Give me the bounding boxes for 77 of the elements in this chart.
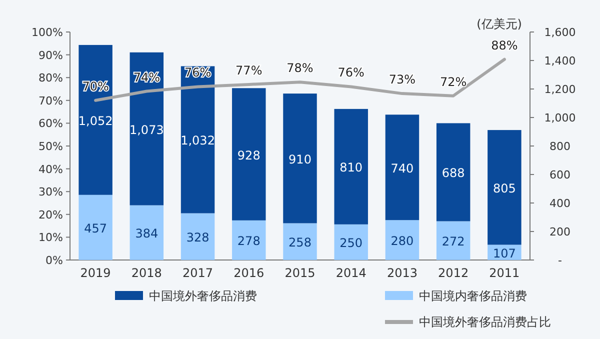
bar (283, 94, 317, 224)
data-label: 76% (338, 66, 364, 80)
y2-tick-label: 1,000 (544, 112, 576, 124)
x-tick-label: 2014 (336, 266, 366, 280)
bar (180, 213, 215, 260)
data-label: 250 (340, 236, 363, 250)
y2-tick-label: 600 (550, 168, 570, 182)
x-tick-label: 2012 (438, 266, 469, 280)
x-tick-label: 2011 (489, 266, 520, 280)
x-tick-label: 2017 (182, 266, 214, 280)
bar (78, 44, 112, 195)
x-tick-label: 2018 (131, 266, 162, 280)
y2-tick-label: 200 (550, 226, 570, 238)
legend-label: 中国境外奢侈品消费占比 (419, 315, 551, 329)
legend-label: 中国境内奢侈品消费 (419, 289, 527, 303)
bar (385, 114, 420, 220)
legend-label: 中国境外奢侈品消费 (149, 289, 257, 303)
y-tick-label: 70% (38, 94, 63, 108)
x-tick-label: 2013 (386, 266, 418, 280)
data-label: 88% (491, 38, 518, 52)
data-label: 77% (236, 63, 262, 78)
bar (385, 220, 420, 260)
y2-tick-label: - (558, 254, 562, 267)
data-label: 278 (237, 234, 260, 248)
bar (78, 194, 112, 260)
data-label: 280 (390, 234, 414, 248)
y-tick-label: 50% (38, 140, 63, 153)
y2-tick-label: 800 (550, 140, 570, 153)
y-tick-label: 20% (38, 208, 63, 222)
data-label: 72% (440, 74, 467, 89)
data-label: 73% (388, 72, 416, 87)
bar (334, 224, 368, 260)
data-label: 70% (82, 79, 109, 94)
x-tick-label: 2019 (80, 266, 111, 280)
data-label: 688 (442, 166, 465, 180)
bar (130, 205, 164, 260)
bar (232, 88, 266, 220)
data-label: 78% (286, 61, 314, 76)
bar (130, 52, 164, 206)
y-tick-label: 0% (46, 254, 63, 267)
data-label: 810 (340, 160, 363, 175)
data-label: 740 (390, 161, 414, 176)
bar (436, 123, 470, 222)
data-label: 1,032 (180, 134, 215, 148)
bar (283, 223, 317, 260)
bar (180, 66, 215, 214)
data-label: 805 (492, 181, 516, 196)
x-tick-label: 2015 (284, 266, 316, 280)
y2-tick-label: 1,600 (544, 26, 576, 39)
bar (488, 130, 522, 245)
data-label: 328 (186, 230, 210, 245)
data-label: 384 (135, 226, 158, 241)
y2-tick-label: 1,400 (544, 54, 576, 68)
data-label: 1,052 (78, 114, 113, 128)
data-label: 910 (288, 152, 312, 166)
y2-axis-title: (亿美元) (476, 17, 522, 31)
y-tick-label: 80% (38, 72, 63, 85)
data-label: 1,073 (129, 122, 164, 137)
data-label: 74% (133, 70, 160, 84)
y-tick-label: 40% (38, 162, 63, 176)
bar (232, 220, 266, 260)
data-label: 272 (442, 234, 465, 249)
x-tick-label: 2016 (234, 266, 264, 280)
data-label: 457 (84, 221, 108, 236)
data-label: 76% (184, 66, 212, 80)
data-label: 107 (492, 246, 516, 260)
y2-tick-label: 1,200 (544, 83, 576, 96)
data-label: 258 (288, 236, 312, 250)
y-tick-label: 10% (38, 231, 63, 244)
data-label: 928 (237, 148, 260, 162)
y2-tick-label: 400 (550, 197, 570, 210)
bar (436, 221, 470, 260)
y-tick-label: 100% (32, 26, 63, 39)
y-tick-label: 90% (38, 48, 63, 62)
y-tick-label: 30% (38, 186, 63, 199)
bar (334, 108, 368, 224)
y-tick-label: 60% (38, 117, 63, 130)
